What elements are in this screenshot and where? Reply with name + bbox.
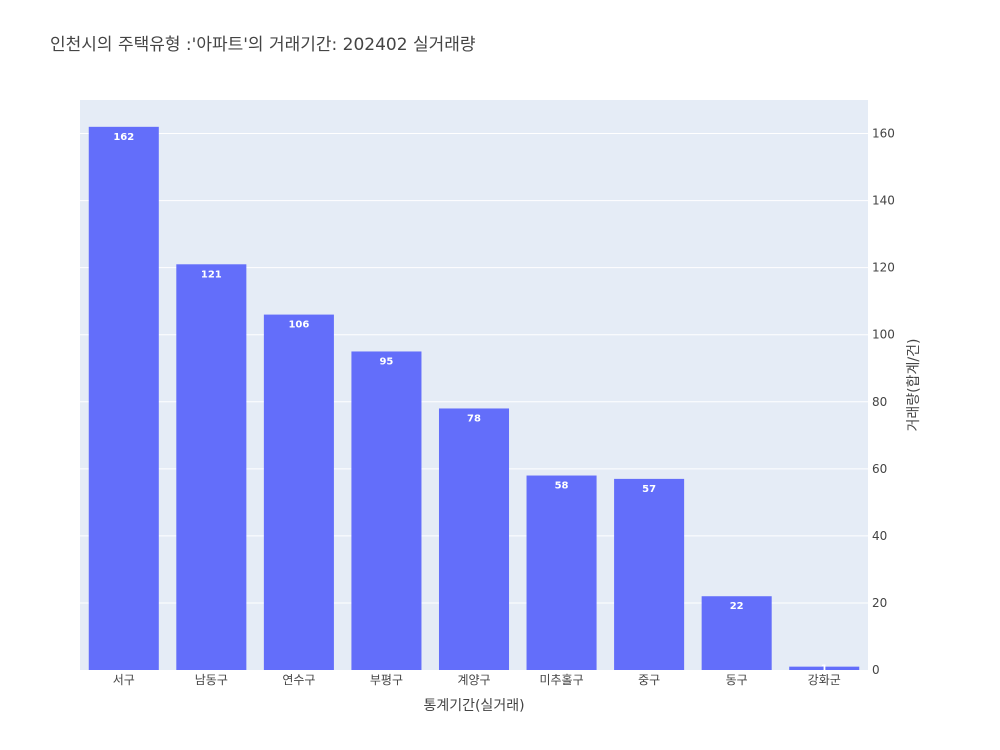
x-tick-label: 남동구 bbox=[195, 673, 228, 687]
bar bbox=[439, 408, 509, 670]
y-axis-ticks: 0 20 40 60 80 100 120 140 160 bbox=[872, 127, 895, 677]
bar bbox=[264, 315, 334, 670]
bar bbox=[89, 127, 159, 670]
bar bbox=[351, 351, 421, 670]
bar-value-label: 22 bbox=[730, 601, 744, 612]
x-tick-label: 동구 bbox=[726, 673, 748, 687]
bar bbox=[176, 264, 246, 670]
y-tick-label: 80 bbox=[872, 395, 887, 409]
y-tick-label: 60 bbox=[872, 462, 887, 476]
bar-value-label: 58 bbox=[555, 481, 569, 492]
bar-value-label: 78 bbox=[467, 413, 481, 424]
y-tick-label: 40 bbox=[872, 529, 887, 543]
x-tick-label: 연수구 bbox=[282, 673, 315, 687]
y-tick-label: 160 bbox=[872, 127, 895, 141]
x-tick-label: 부평구 bbox=[370, 673, 403, 687]
bar bbox=[614, 479, 684, 670]
bar-value-label: 162 bbox=[113, 132, 134, 143]
x-tick-label: 중구 bbox=[638, 673, 660, 687]
y-tick-label: 0 bbox=[872, 663, 880, 677]
y-tick-label: 140 bbox=[872, 194, 895, 208]
chart-title: 인천시의 주택유형 :'아파트'의 거래기간: 202402 실거래량 bbox=[50, 35, 476, 55]
x-tick-label: 강화군 bbox=[808, 673, 841, 687]
bar-value-label: 95 bbox=[379, 356, 393, 367]
x-axis-ticks: 서구 남동구 연수구 부평구 계양구 미추홀구 중구 동구 강화군 bbox=[113, 673, 841, 687]
y-tick-label: 20 bbox=[872, 596, 887, 610]
x-tick-label: 계양구 bbox=[457, 673, 490, 687]
y-tick-label: 100 bbox=[872, 328, 895, 342]
bar-value-label: 121 bbox=[201, 269, 222, 280]
bar-value-label: 106 bbox=[288, 320, 309, 331]
x-axis-title: 통계기간(실거래) bbox=[423, 698, 524, 714]
y-tick-label: 120 bbox=[872, 261, 895, 275]
x-tick-label: 서구 bbox=[113, 673, 135, 687]
bar bbox=[527, 476, 597, 670]
y-axis-title: 거래량(합계/건) bbox=[906, 339, 922, 432]
x-tick-label: 미추홀구 bbox=[539, 673, 583, 687]
bar-value-label: 57 bbox=[642, 484, 656, 495]
